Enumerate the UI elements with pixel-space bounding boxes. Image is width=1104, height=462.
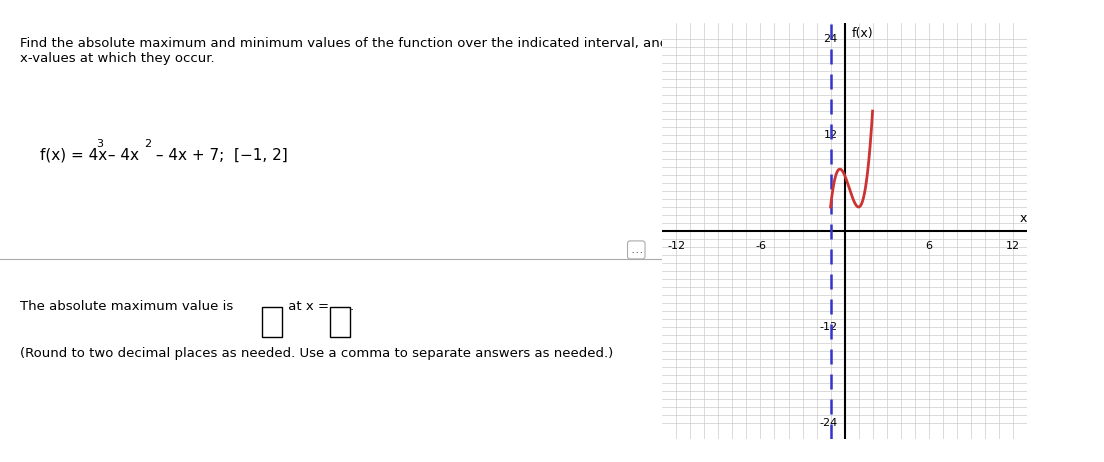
Text: The absolute maximum value is: The absolute maximum value is — [20, 300, 233, 313]
Text: -6: -6 — [755, 241, 766, 250]
Text: .: . — [350, 300, 354, 313]
Text: 12: 12 — [1006, 241, 1020, 250]
Text: x: x — [1019, 212, 1027, 225]
Text: 12: 12 — [824, 130, 838, 140]
Text: – 4x + 7;  [−1, 2]: – 4x + 7; [−1, 2] — [151, 148, 288, 163]
Bar — [262, 307, 282, 337]
Bar — [330, 307, 350, 337]
Text: Find the absolute maximum and minimum values of the function over the indicated : Find the absolute maximum and minimum va… — [20, 37, 752, 65]
Text: – 4x: – 4x — [103, 148, 139, 163]
Text: 24: 24 — [824, 34, 838, 44]
Text: -24: -24 — [819, 418, 838, 428]
Text: f(x): f(x) — [851, 27, 873, 40]
Text: f(x) = 4x: f(x) = 4x — [40, 148, 107, 163]
Text: …: … — [630, 243, 643, 256]
Text: -12: -12 — [667, 241, 686, 250]
Text: (Round to two decimal places as needed. Use a comma to separate answers as neede: (Round to two decimal places as needed. … — [20, 346, 613, 359]
Text: 6: 6 — [925, 241, 932, 250]
Text: 3: 3 — [96, 139, 103, 149]
Text: -12: -12 — [819, 322, 838, 332]
Text: at x =: at x = — [284, 300, 329, 313]
Text: 2: 2 — [145, 139, 151, 149]
